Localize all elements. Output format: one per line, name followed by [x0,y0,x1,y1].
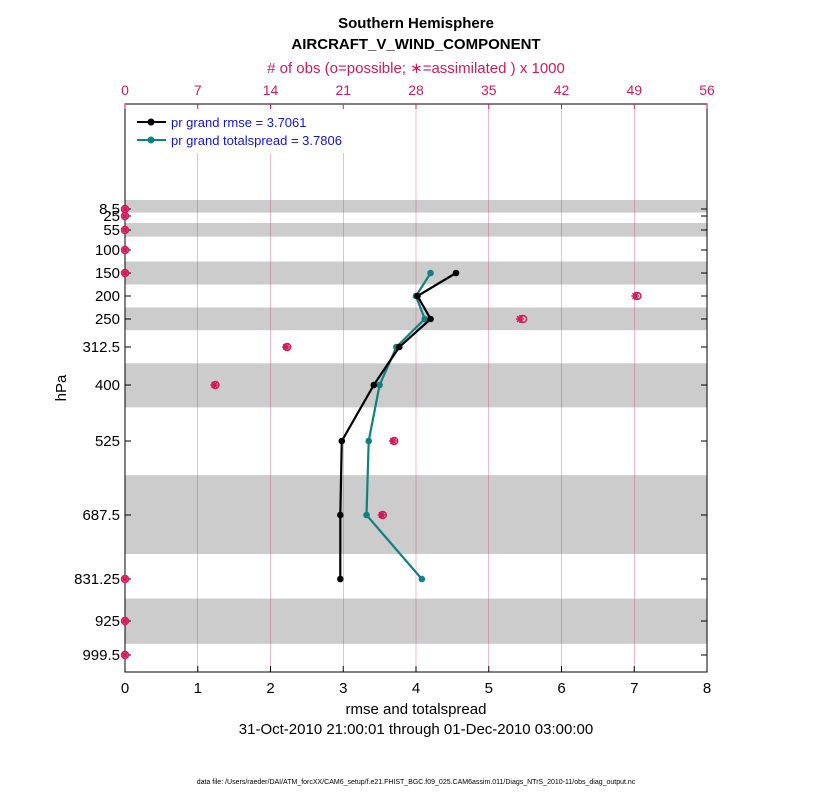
top-tick-label: 21 [335,82,351,98]
y-tick-label: 250 [95,311,120,328]
x-tick-label: 3 [339,680,347,697]
series-point-rmse [395,343,403,351]
obs-assimilated-marker [121,651,129,659]
series-point-totalspread [418,575,426,583]
y-tick-label: 200 [95,288,120,305]
top-tick-label: 14 [263,82,279,98]
y-tick-label: 8.5 [99,201,120,218]
y-tick-label: 687.5 [82,507,120,524]
obs-assimilated-marker [631,292,640,300]
x-tick-label: 2 [266,680,274,697]
y-tick-label: 150 [95,265,120,282]
series-point-rmse [427,315,434,323]
obs-assimilated-marker [121,226,129,234]
obs-assimilated-marker [121,205,129,213]
series-point-rmse [452,269,460,277]
legend-rmse-marker [147,118,155,126]
obs-count-markers [120,204,642,660]
obs-assimilated-marker [389,437,398,445]
series-point-totalspread [365,437,373,445]
series-point-rmse [337,511,344,519]
x-tick-label: 8 [703,680,711,697]
obs-assimilated-marker [121,575,129,583]
series-point-totalspread [376,381,383,389]
obs-assimilated-marker [121,269,129,277]
x-tick-label: 6 [557,680,565,697]
y-tick-label: 400 [95,377,120,394]
y-tick-label: 925 [95,613,120,630]
grid-lines [197,104,635,672]
y-axis-label: hPa [53,374,70,401]
top-tick-label: 0 [121,82,129,98]
axis-ticks: 0 7 14 21 28 35 42 49 560 1 2 3 4 5 6 7 88.5255510015020… [74,82,715,697]
x-tick-label: 4 [412,680,420,697]
top-tick-label: 28 [408,82,424,98]
obs-assimilated-marker [282,343,291,351]
x-tick-label: 5 [485,680,493,697]
top-tick-label: 56 [699,82,715,98]
legend: pr grand rmse = 3.7061 pr grand totalspr… [131,109,381,153]
chart-subtitle: AIRCRAFT_V_WIND_COMPONENT [291,36,540,53]
legend-spread-label: pr grand totalspread = 3.7806 [171,133,342,148]
series-point-rmse [370,381,378,389]
top-tick-label: 42 [554,82,570,98]
series-line-totalspread [365,272,432,580]
series-point-rmse [338,437,346,445]
top-axis-label: # of obs (o=possible; ∗=assimilated ) x … [267,60,565,77]
series-point-totalspread [427,269,434,277]
obs-assimilated-marker [121,617,129,625]
series-point-rmse [337,575,344,583]
y-tick-label: 100 [95,242,120,259]
series-point-rmse [414,292,421,300]
top-tick-label: 49 [626,82,642,98]
series-point-totalspread [363,511,370,519]
legend-box [131,109,381,153]
x-tick-label: 7 [630,680,638,697]
y-tick-label: 999.5 [82,647,120,664]
x-axis-label: rmse and totalspread [346,701,487,718]
x-tick-label: 0 [121,680,129,697]
date-range: 31-Oct-2010 21:00:01 through 01-Dec-2010… [239,721,593,738]
obs-assimilated-marker [515,315,524,323]
top-tick-label: 35 [481,82,497,98]
data-file-footnote: data file: /Users/raeder/DAI/ATM_forcXX/… [197,779,636,786]
series-lines [337,269,460,583]
y-tick-label: 525 [95,433,120,450]
legend-rmse-label: pr grand rmse = 3.7061 [171,115,307,130]
y-tick-label: 55 [103,222,120,239]
obs-assimilated-marker [210,381,219,389]
legend-spread-marker [147,136,155,144]
obs-assimilated-marker [377,511,386,519]
x-tick-label: 1 [194,680,202,697]
top-tick-label: 7 [194,82,202,98]
series-line-rmse [339,272,457,579]
y-tick-label: 25 [103,208,120,225]
series-point-totalspread [421,315,429,323]
obs-assimilated-marker [121,212,129,220]
obs-assimilated-marker [121,246,129,254]
y-tick-label: 312.5 [82,339,120,356]
y-tick-label: 831.25 [74,571,120,588]
chart-title: Southern Hemisphere [338,15,494,32]
